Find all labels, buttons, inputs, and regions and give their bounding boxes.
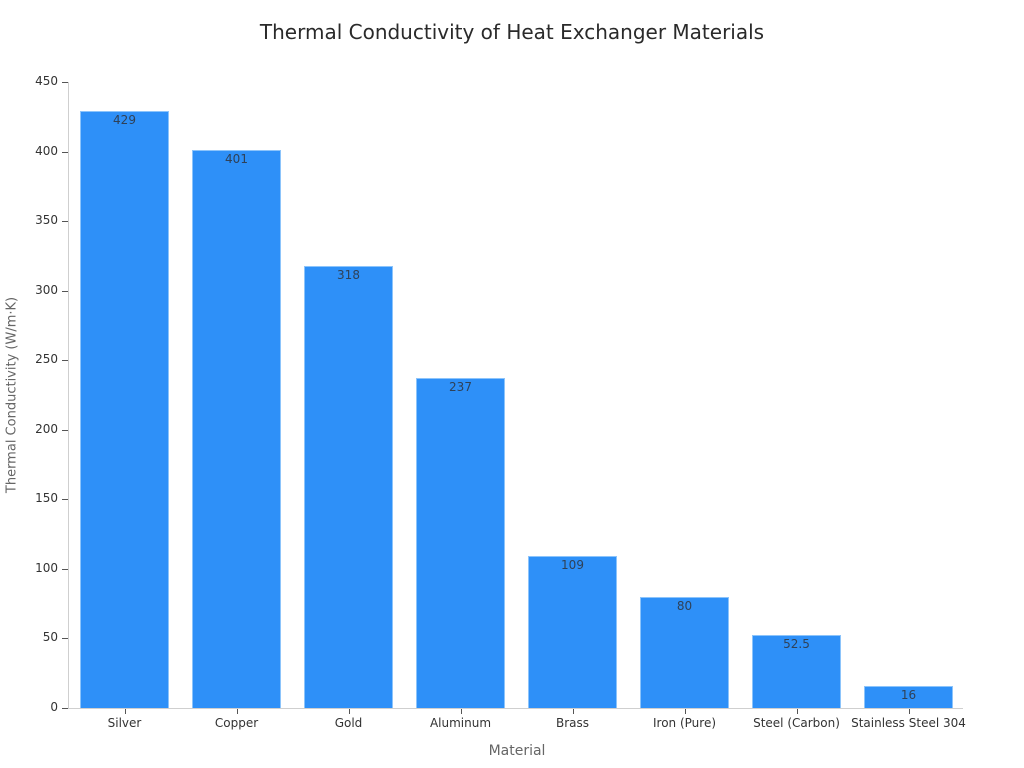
y-tick-mark [62, 708, 68, 709]
x-tick-mark [124, 709, 126, 714]
y-axis-line [68, 82, 69, 709]
bar-value-label: 109 [561, 558, 584, 573]
bar-value-label: 16 [900, 687, 917, 702]
bar-stainless-steel-304 [864, 685, 953, 708]
x-tick-label: Copper [214, 716, 259, 730]
y-tick-label: 150 [35, 491, 58, 506]
bar-value-label: 318 [337, 267, 360, 282]
x-tick-label: Silver [107, 716, 142, 730]
x-tick-label: Stainless Steel 304 [851, 716, 966, 730]
y-tick-label: 200 [35, 421, 58, 436]
x-tick-mark [236, 709, 238, 714]
bar-copper [192, 150, 281, 708]
bar-value-label: 237 [449, 380, 472, 395]
x-tick-mark [572, 709, 574, 714]
y-tick-label: 100 [35, 560, 58, 575]
bar-value-label: 80 [676, 598, 693, 613]
x-axis-line [68, 708, 963, 709]
y-tick-mark [62, 151, 68, 153]
y-tick-label: 350 [35, 213, 58, 228]
chart-title: Thermal Conductivity of Heat Exchanger M… [259, 20, 765, 44]
y-tick-label: 250 [35, 352, 58, 367]
y-tick-mark [62, 290, 68, 292]
x-tick-mark [684, 709, 686, 714]
x-tick-mark [348, 709, 350, 714]
bar-silver [80, 111, 169, 708]
x-tick-label: Iron (Pure) [652, 716, 717, 730]
x-tick-mark [908, 709, 910, 714]
bar-brass [528, 556, 617, 708]
bar-iron-pure [640, 596, 729, 708]
y-tick-mark [62, 429, 68, 431]
bar-steel-carbon [752, 634, 841, 708]
bar-value-label: 401 [225, 152, 248, 167]
x-tick-label: Steel (Carbon) [753, 716, 840, 730]
x-tick-mark [796, 709, 798, 714]
bar-aluminum [416, 378, 505, 708]
y-tick-mark [62, 360, 68, 362]
bar-value-label: 52.5 [783, 636, 810, 651]
y-axis-title: Thermal Conductivity (W/m·K) [4, 296, 20, 494]
x-axis-title: Material [488, 743, 546, 759]
x-tick-mark [460, 709, 462, 714]
y-tick-label: 50 [42, 630, 58, 645]
y-tick-label: 400 [35, 143, 58, 158]
y-tick-label: 0 [50, 700, 58, 714]
y-tick-mark [62, 499, 68, 501]
y-tick-label: 300 [35, 282, 58, 297]
y-tick-label: 450 [35, 74, 58, 88]
y-tick-mark [62, 221, 68, 223]
bar-gold [304, 265, 393, 708]
x-tick-label: Gold [334, 716, 363, 730]
x-tick-label: Aluminum [429, 716, 492, 730]
bar-value-label: 429 [113, 113, 136, 128]
y-tick-mark [62, 82, 68, 83]
y-tick-mark [62, 638, 68, 640]
y-tick-mark [62, 568, 68, 570]
x-tick-label: Brass [555, 716, 590, 730]
